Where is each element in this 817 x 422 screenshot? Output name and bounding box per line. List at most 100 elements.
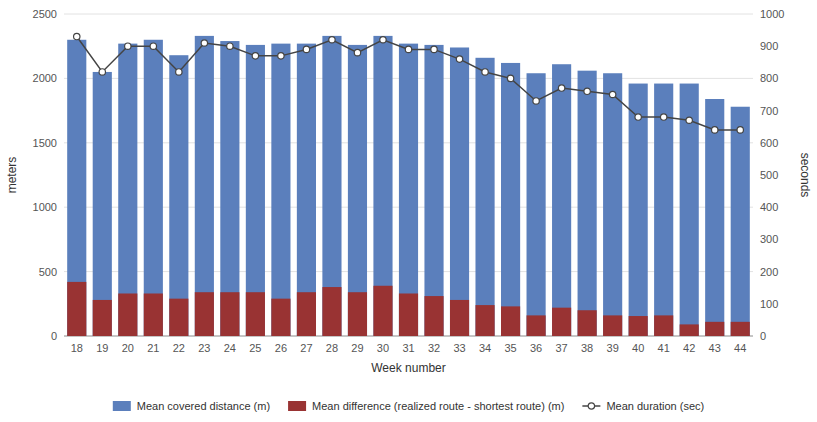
- legend-item: Mean covered distance (m): [113, 400, 270, 412]
- legend-marker: [588, 403, 594, 409]
- legend-item: Mean difference (realized route - shorte…: [288, 400, 564, 412]
- bar: [450, 300, 469, 336]
- line-marker: [354, 49, 360, 55]
- line-marker: [507, 75, 513, 81]
- x-tick-label: 20: [122, 342, 134, 354]
- x-tick-label: 33: [453, 342, 465, 354]
- bar: [169, 299, 188, 336]
- bar: [399, 44, 418, 336]
- bar: [67, 40, 86, 336]
- y2-axis-label: seconds: [798, 153, 812, 198]
- bar: [297, 44, 316, 336]
- line-marker: [176, 69, 182, 75]
- y-tick-label: 2500: [33, 8, 57, 20]
- bar: [629, 316, 648, 336]
- line-marker: [635, 114, 641, 120]
- bar: [552, 308, 571, 336]
- line-marker: [227, 43, 233, 49]
- x-tick-label: 32: [428, 342, 440, 354]
- bar: [705, 99, 724, 336]
- y-tick-label: 2000: [33, 72, 57, 84]
- chart: 0500100015002000250001002003004005006007…: [0, 0, 817, 422]
- bar: [475, 305, 494, 336]
- x-tick-label: 30: [377, 342, 389, 354]
- line-marker: [150, 43, 156, 49]
- bar: [220, 41, 239, 336]
- line-marker: [712, 127, 718, 133]
- legend-swatch: [113, 401, 131, 411]
- x-tick-label: 27: [300, 342, 312, 354]
- x-tick-label: 25: [249, 342, 261, 354]
- legend-label: Mean covered distance (m): [137, 400, 270, 412]
- y2-tick-label: 1000: [760, 8, 784, 20]
- line-marker: [737, 127, 743, 133]
- legend-label: Mean difference (realized route - shorte…: [312, 400, 564, 412]
- bar: [373, 286, 392, 336]
- line-marker: [405, 46, 411, 52]
- bar: [373, 36, 392, 336]
- bar: [195, 292, 214, 336]
- bar: [629, 84, 648, 336]
- bar: [475, 58, 494, 336]
- y-tick-label: 500: [39, 266, 57, 278]
- x-tick-label: 37: [555, 342, 567, 354]
- bar: [246, 45, 265, 336]
- line-marker: [686, 117, 692, 123]
- line-marker: [125, 43, 131, 49]
- bar: [118, 44, 137, 336]
- series-bar: [67, 282, 750, 336]
- x-tick-label: 38: [581, 342, 593, 354]
- bar: [246, 292, 265, 336]
- line-marker: [303, 46, 309, 52]
- x-tick-label: 43: [709, 342, 721, 354]
- x-tick-label: 21: [147, 342, 159, 354]
- line-marker: [609, 91, 615, 97]
- x-tick-label: 35: [504, 342, 516, 354]
- x-tick-label: 18: [71, 342, 83, 354]
- line-marker: [201, 40, 207, 46]
- line-marker: [329, 37, 335, 43]
- bar: [271, 299, 290, 336]
- bar: [578, 71, 597, 336]
- line-marker: [431, 46, 437, 52]
- bar: [578, 310, 597, 336]
- line: [77, 37, 740, 130]
- x-tick-label: 19: [96, 342, 108, 354]
- line-marker: [99, 69, 105, 75]
- bar: [501, 63, 520, 336]
- bar: [603, 73, 622, 336]
- grid: [64, 14, 753, 336]
- line-marker: [278, 53, 284, 59]
- y2-tick-label: 700: [760, 105, 778, 117]
- y2-tick-label: 600: [760, 137, 778, 149]
- bar: [195, 36, 214, 336]
- bar: [731, 322, 750, 336]
- bar: [93, 300, 112, 336]
- y2-tick-label: 500: [760, 169, 778, 181]
- y2-tick-label: 100: [760, 298, 778, 310]
- bar: [501, 306, 520, 336]
- bar: [297, 292, 316, 336]
- bar: [144, 40, 163, 336]
- series-bar: [67, 36, 750, 336]
- bar: [424, 45, 443, 336]
- x-tick-label: 28: [326, 342, 338, 354]
- x-axis-label: Week number: [371, 361, 445, 375]
- plot-area: [67, 33, 750, 336]
- line-marker: [558, 85, 564, 91]
- x-tick-label: 29: [351, 342, 363, 354]
- x-tick-label: 44: [734, 342, 746, 354]
- line-marker: [660, 114, 666, 120]
- bar: [322, 287, 341, 336]
- y2-tick-label: 800: [760, 72, 778, 84]
- bar: [399, 293, 418, 336]
- y-tick-label: 0: [51, 330, 57, 342]
- x-tick-label: 40: [632, 342, 644, 354]
- x-tick-label: 31: [402, 342, 414, 354]
- y2-tick-label: 200: [760, 266, 778, 278]
- x-tick-label: 41: [658, 342, 670, 354]
- line-marker: [456, 56, 462, 62]
- bar: [731, 107, 750, 336]
- legend-swatch: [288, 401, 306, 411]
- bar: [654, 84, 673, 336]
